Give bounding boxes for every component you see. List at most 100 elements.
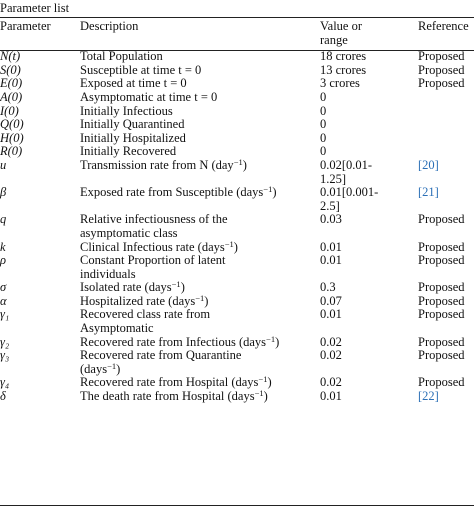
- reference-text: Proposed: [418, 76, 465, 91]
- parameter-value: 0.02: [320, 334, 418, 350]
- value-line: 0: [320, 130, 327, 145]
- parameter-description: Total Population: [80, 50, 320, 64]
- description-line: Hospitalized rate (days−1): [80, 292, 209, 308]
- parameter-symbol: u: [0, 157, 7, 172]
- parameter-symbol: S(0): [0, 62, 21, 77]
- value-line: 18 crores: [320, 49, 367, 64]
- description-line: Recovered rate from Quarantine: [80, 348, 242, 363]
- value-line: 0.02: [320, 348, 342, 363]
- reference-link[interactable]: [20]: [418, 157, 439, 172]
- parameter-value: 0: [320, 103, 418, 119]
- parameter-symbol: γ₂: [0, 334, 10, 349]
- value-line: 0.03: [320, 212, 342, 227]
- table-row: α Hospitalized rate (days−1) 0.07 Proposed: [0, 292, 474, 309]
- description-line: Recovered rate from Hospital (days−1): [80, 374, 272, 390]
- header-parameter: Parameter: [0, 19, 51, 33]
- reference-text: [418, 145, 474, 159]
- description-line: individuals: [80, 266, 136, 281]
- parameter-value: 0.01[0.001- 2.5]: [320, 186, 418, 213]
- parameter-symbol: β: [0, 185, 7, 200]
- reference-text: [418, 132, 474, 146]
- description-line: Susceptible at time t = 0: [80, 62, 202, 77]
- superscript-minus-one: −1: [195, 292, 205, 303]
- description-line: Initially Recovered: [80, 144, 177, 159]
- description-line: Constant Proportion of latent: [80, 253, 226, 268]
- value-line: 0.01: [320, 307, 342, 322]
- parameter-description: Initially Recovered: [80, 145, 320, 159]
- header-value-line: Value or: [320, 19, 362, 33]
- value-line: 0.01[0.001-: [320, 185, 379, 200]
- reference-text: Proposed: [418, 212, 465, 227]
- header-row: Parameter Description Value or range Ref…: [0, 19, 474, 50]
- superscript-minus-one: −1: [233, 156, 243, 167]
- parameter-description: Isolated rate (days−1): [80, 280, 320, 295]
- description-line: Recovered rate from Infectious (days−1): [80, 333, 280, 349]
- parameter-description: Initially Infectious: [80, 103, 320, 119]
- parameter-table: Parameter Description Value or range Ref…: [0, 19, 474, 404]
- table-row: R(0) Initially Recovered 0: [0, 145, 474, 159]
- parameter-description: Recovered rate from Infectious (days−1): [80, 333, 320, 350]
- description-line: Transmission rate from N (day−1): [80, 156, 247, 172]
- reference-text: Proposed: [418, 239, 465, 254]
- reference-text: [418, 91, 474, 105]
- parameter-symbol: H(0): [0, 130, 24, 145]
- description-line: Initially Infectious: [80, 103, 173, 118]
- description-line: Relative infectiousness of the: [80, 212, 228, 227]
- value-line: 0.3: [320, 280, 336, 295]
- parameter-symbol: I(0): [0, 103, 19, 118]
- reference-text: [418, 118, 474, 132]
- parameter-symbol: γ₃: [0, 348, 10, 363]
- parameter-value: 3 crores: [320, 77, 418, 91]
- parameter-value: 0.01: [320, 253, 418, 281]
- superscript-minus-one: −1: [107, 360, 117, 371]
- parameter-description: Initially Hospitalized: [80, 130, 320, 146]
- description-line: Initially Quarantined: [80, 117, 185, 132]
- table-row: k Clinical Infectious rate (days−1) 0.01 Pr…: [0, 238, 474, 255]
- value-line: 0: [320, 103, 327, 118]
- parameter-description: Asymptomatic at time t = 0: [80, 90, 320, 105]
- table-row: H(0) Initially Hospitalized 0: [0, 130, 474, 146]
- parameter-value: 0: [320, 89, 418, 105]
- table-body: N(t) Total Population 18 crores Proposed S(0…: [0, 50, 474, 403]
- description-line: Initially Hospitalized: [80, 130, 186, 145]
- value-line: 0.02: [320, 375, 342, 390]
- reference-link[interactable]: [22]: [418, 389, 439, 404]
- value-line: 0.01: [320, 253, 342, 268]
- parameter-description: Clinical Infectious rate (days−1): [80, 238, 320, 255]
- superscript-minus-one: −1: [266, 333, 276, 344]
- parameter-value: 0.07: [320, 293, 418, 309]
- value-line: 2.5]: [320, 198, 340, 213]
- bottom-rule: [0, 505, 474, 506]
- parameter-value: 0: [320, 130, 418, 146]
- parameter-symbol: σ: [0, 280, 7, 295]
- parameter-symbol: E(0): [0, 76, 23, 91]
- table-row: A(0) Asymptomatic at time t = 0 0: [0, 89, 474, 105]
- value-line: 0.07: [320, 293, 342, 308]
- table-row: N(t) Total Population 18 crores Proposed: [0, 50, 474, 64]
- description-line: (days−1): [80, 360, 121, 376]
- parameter-description: Recovered class rate from Asymptomatic: [80, 308, 320, 335]
- value-line: 1.25]: [320, 171, 347, 186]
- parameter-description: Hospitalized rate (days−1): [80, 292, 320, 309]
- superscript-minus-one: −1: [263, 184, 273, 195]
- value-line: 0: [320, 89, 327, 104]
- reference-text: Proposed: [418, 280, 465, 295]
- description-line: asymptomatic class: [80, 225, 178, 240]
- reference-text: Proposed: [418, 62, 465, 77]
- reference-text: Proposed: [418, 375, 465, 390]
- reference-link[interactable]: [21]: [418, 185, 439, 200]
- parameter-symbol: γ₁: [0, 307, 10, 322]
- header-value: Value or range: [320, 19, 418, 50]
- parameter-value: 0.02: [320, 376, 418, 390]
- superscript-minus-one: −1: [224, 238, 234, 249]
- value-line: 0.02: [320, 334, 342, 349]
- table-row: S(0) Susceptible at time t = 0 13 crores Pr…: [0, 62, 474, 78]
- value-line: 0: [320, 144, 327, 159]
- parameter-symbol: Q(0): [0, 117, 24, 132]
- parameter-symbol: A(0): [0, 89, 23, 104]
- reference-text: Proposed: [418, 49, 465, 64]
- description-line: Total Population: [80, 49, 163, 64]
- parameter-description: Recovered rate from Hospital (days−1): [80, 374, 320, 390]
- description-line: Asymptomatic: [80, 321, 154, 336]
